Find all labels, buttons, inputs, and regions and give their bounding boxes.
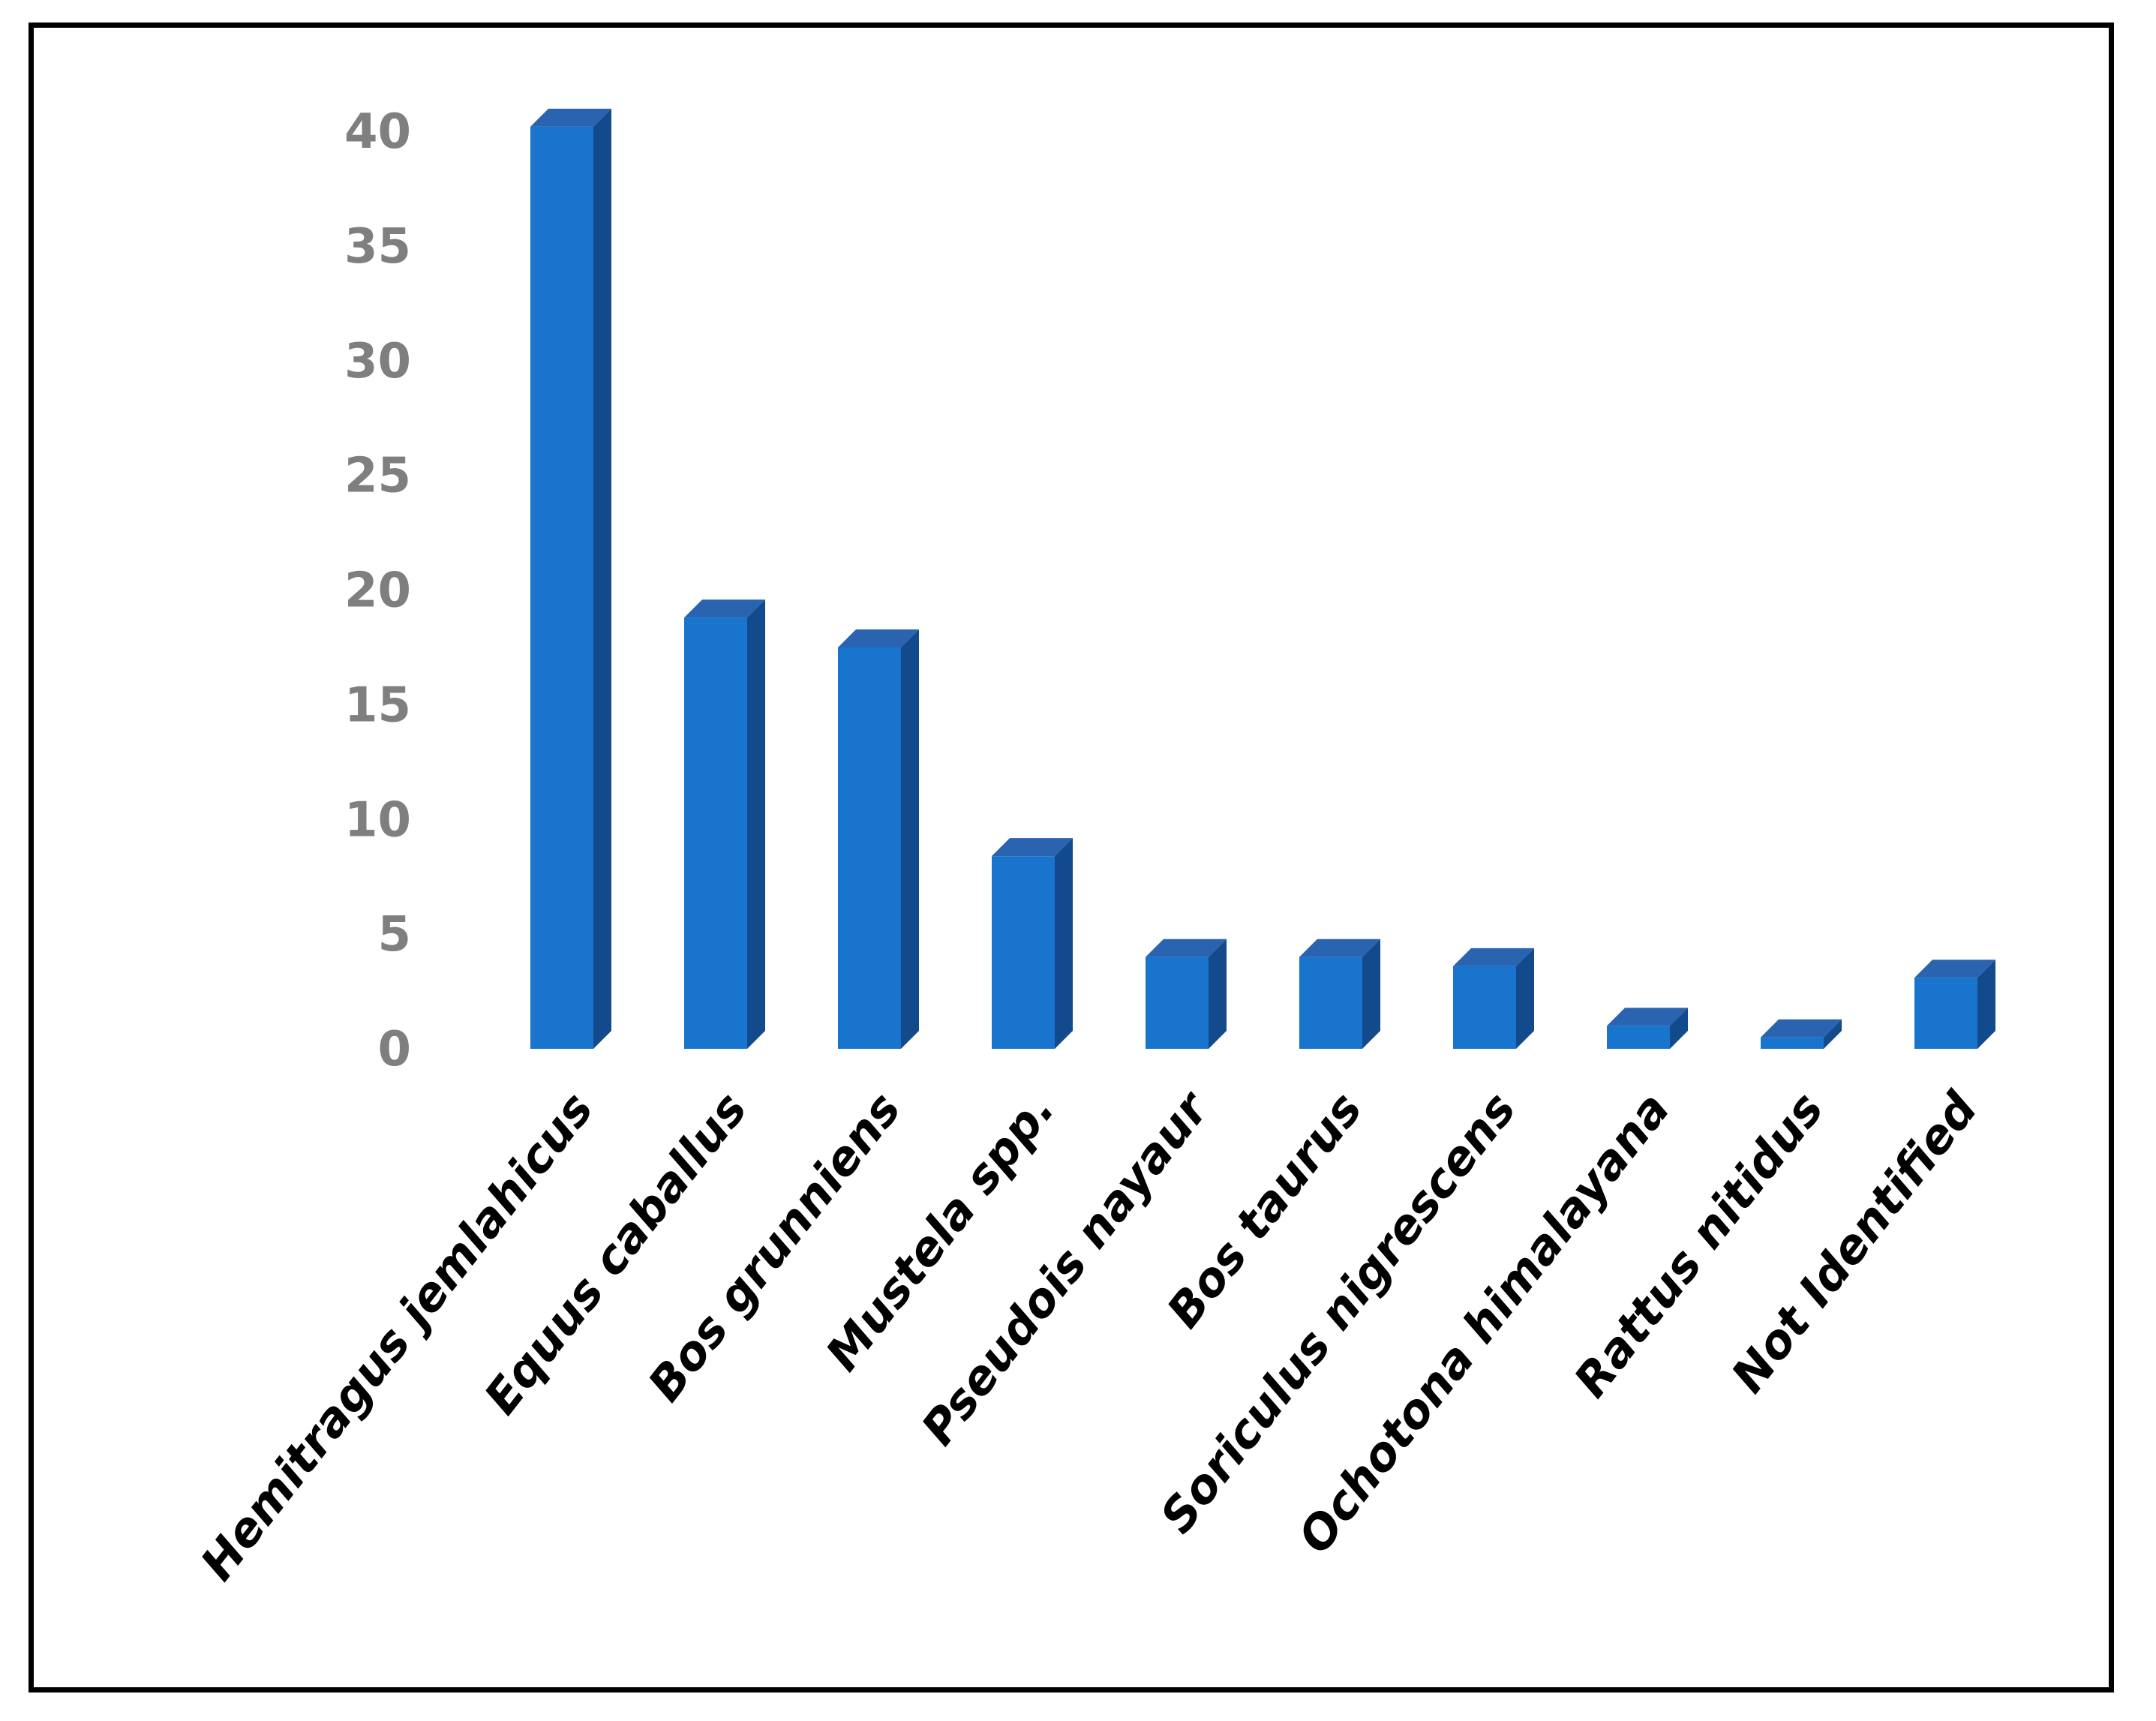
bar-top (1299, 939, 1380, 957)
bar (530, 108, 611, 1049)
bar-front (530, 126, 593, 1049)
bar (1453, 948, 1534, 1049)
x-tick-label: Equus caballus (473, 1082, 758, 1424)
y-tick-label: 20 (344, 563, 411, 619)
bar-side (1055, 838, 1073, 1049)
y-tick-label: 15 (344, 677, 411, 733)
bar (1299, 939, 1380, 1049)
bar-front (1761, 1037, 1824, 1049)
bar-top (1761, 1019, 1842, 1038)
y-tick-label: 40 (344, 104, 411, 160)
y-tick-label: 10 (344, 792, 411, 848)
bar-side (1362, 939, 1380, 1049)
bar-top (1453, 948, 1534, 966)
bar-top (684, 599, 765, 618)
bar-side (1670, 1008, 1688, 1049)
bar-front (1607, 1026, 1670, 1049)
bar-side (593, 108, 611, 1049)
bar-front (1299, 957, 1362, 1049)
bar (1146, 939, 1227, 1049)
y-tick-label: 25 (344, 449, 411, 504)
bar (992, 838, 1073, 1049)
bar-side (747, 599, 765, 1049)
bar-front (1914, 978, 1977, 1049)
bar (1607, 1008, 1688, 1049)
bar-side (1824, 1019, 1842, 1049)
bar-side (901, 629, 919, 1049)
bar (684, 599, 765, 1049)
y-axis-ticks: 0 5 10 15 20 25 30 35 40 (344, 104, 411, 1077)
bar-top (530, 108, 611, 127)
bar-front (838, 647, 901, 1049)
y-tick-label: 0 (377, 1022, 411, 1077)
bar-top (1146, 939, 1227, 957)
bar-top (838, 629, 919, 647)
bar-top (1607, 1008, 1688, 1026)
bar-front (1453, 966, 1516, 1049)
y-tick-label: 30 (344, 334, 411, 389)
bar-side (1516, 948, 1534, 1049)
bar-front (992, 856, 1055, 1049)
bar-front (1146, 957, 1209, 1049)
y-tick-label: 5 (377, 907, 411, 963)
bar (1761, 1019, 1842, 1049)
bars (530, 108, 1995, 1049)
bar (1914, 960, 1995, 1049)
bar-side (1209, 939, 1227, 1049)
y-tick-label: 35 (344, 219, 411, 275)
bar (838, 629, 919, 1049)
bar-front (684, 617, 747, 1049)
bar-top (1914, 960, 1995, 978)
bar-side (1977, 960, 1995, 1049)
x-tick-label: Pseudois nayaur (911, 1080, 1221, 1455)
bar-top (992, 838, 1073, 857)
